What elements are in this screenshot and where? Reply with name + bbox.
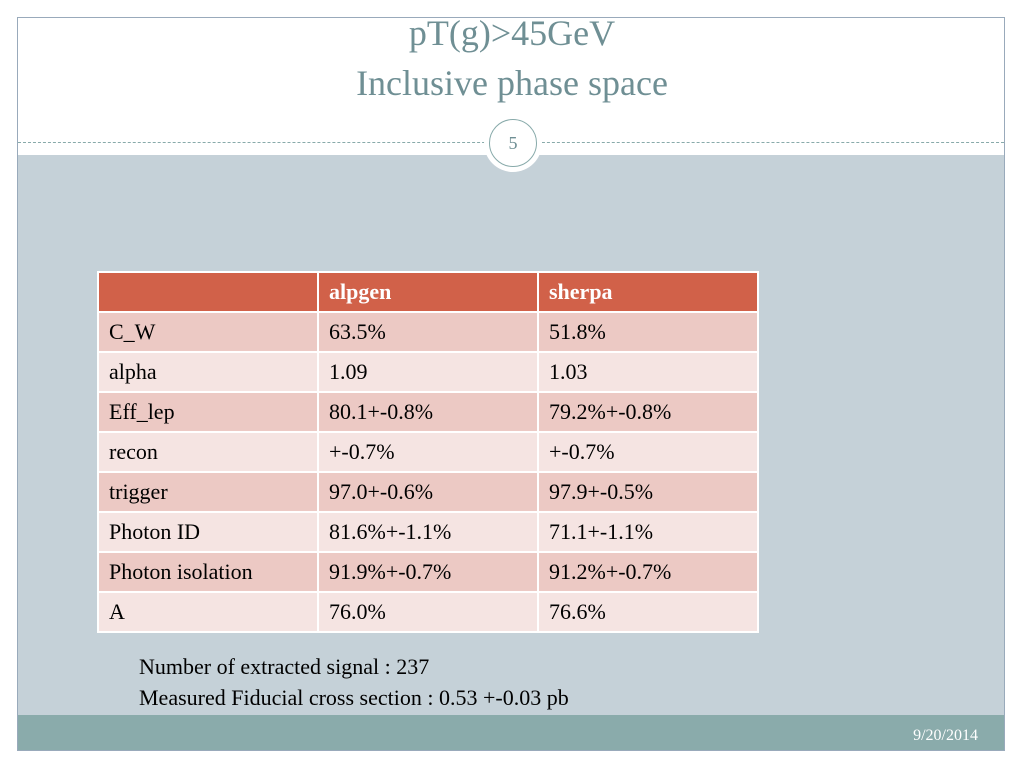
table-row: alpha 1.09 1.03	[97, 351, 759, 393]
table-cell: recon	[97, 431, 319, 473]
title: Inclusive phase space	[356, 63, 668, 103]
table-cell: 76.0%	[317, 591, 539, 633]
note: Measured Fiducial cross section : 0.53 +…	[139, 685, 569, 710]
table-cell: 63.5%	[317, 311, 539, 353]
footer-bar	[18, 715, 1004, 750]
table-cell: 80.1+-0.8%	[317, 391, 539, 433]
slide-number: 5	[489, 119, 537, 167]
table-cell: 1.03	[537, 351, 759, 393]
table-row: Eff_lep 80.1+-0.8% 79.2%+-0.8%	[97, 391, 759, 433]
table-row: recon +-0.7% +-0.7%	[97, 431, 759, 473]
table-cell: Photon ID	[97, 511, 319, 553]
table-cell: 81.6%+-1.1%	[317, 511, 539, 553]
table-cell	[97, 271, 319, 313]
table-row: alpgen sherpa	[97, 271, 759, 313]
table-cell: trigger	[97, 471, 319, 513]
table-cell: +-0.7%	[317, 431, 539, 473]
table-cell: Eff_lep	[97, 391, 319, 433]
table-row: trigger 97.0+-0.6% 97.9+-0.5%	[97, 471, 759, 513]
title: pT(g)>45GeV	[408, 13, 616, 53]
slide-number-badge: 5	[484, 114, 542, 172]
table-cell: 71.1+-1.1%	[537, 511, 759, 553]
table-cell: C_W	[97, 311, 319, 353]
table-cell: 1.09	[317, 351, 539, 393]
table-row: C_W 63.5% 51.8%	[97, 311, 759, 353]
table-cell: A	[97, 591, 319, 633]
table-cell: 97.9+-0.5%	[537, 471, 759, 513]
note: Number of extracted signal : 237	[139, 654, 430, 679]
table-cell: Photon isolation	[97, 551, 319, 593]
table: alpgen sherpa C_W 63.5% 51.8% alpha 1.09 1.03 Ef…	[97, 271, 759, 633]
table-row: Photon isolation 91.9%+-0.7% 91.2%+-0.7%	[97, 551, 759, 593]
table-cell: alpha	[97, 351, 319, 393]
frame	[17, 17, 1005, 751]
table-cell: 97.0+-0.6%	[317, 471, 539, 513]
table-cell: alpgen	[317, 271, 539, 313]
table-cell: 51.8%	[537, 311, 759, 353]
table-cell: 91.9%+-0.7%	[317, 551, 539, 593]
table-row: Photon ID 81.6%+-1.1% 71.1+-1.1%	[97, 511, 759, 553]
table-cell: 76.6%	[537, 591, 759, 633]
table-row: A 76.0% 76.6%	[97, 591, 759, 633]
table-cell: 91.2%+-0.7%	[537, 551, 759, 593]
table-cell: +-0.7%	[537, 431, 759, 473]
table-cell: sherpa	[537, 271, 759, 313]
table-cell: 79.2%+-0.8%	[537, 391, 759, 433]
date: 9/20/2014	[913, 727, 978, 744]
